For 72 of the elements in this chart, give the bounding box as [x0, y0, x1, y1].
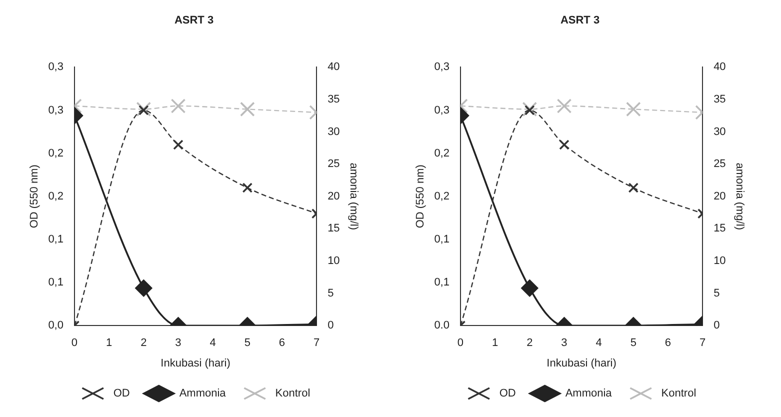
x-tick-label: 3 — [561, 337, 568, 350]
y-tick-label: 0,3 — [434, 104, 450, 116]
y2-tick-label: 30 — [714, 126, 726, 138]
y-tick-label: 0,3 — [48, 61, 64, 74]
x-tick-label: 2 — [526, 337, 533, 350]
x-axis-title: Inkubasi (hari) — [546, 357, 616, 370]
point — [136, 102, 152, 117]
y-tick-label: 0,1 — [48, 234, 64, 246]
y2-tick-label: 20 — [328, 190, 340, 202]
legend-label: Ammonia — [565, 388, 613, 400]
x-tick-label: 7 — [314, 337, 320, 350]
x-tick-label: 5 — [244, 337, 250, 350]
y-axis-title: OD (550 nm) — [28, 164, 41, 228]
x-axis-title: Inkubasi (hari) — [160, 357, 230, 370]
x-tick-label: 5 — [630, 337, 636, 350]
y2-tick-label: 15 — [328, 222, 340, 235]
y-tick-label: 0,3 — [48, 104, 64, 116]
x-tick-label: 7 — [700, 337, 706, 350]
y-tick-label: 0.0 — [434, 320, 450, 332]
legend-label: Ammonia — [179, 388, 227, 400]
point — [556, 98, 572, 114]
x-tick-label: 0 — [457, 337, 464, 350]
y2-tick-label: 0 — [328, 320, 334, 332]
point — [173, 140, 184, 150]
y2-tick-label: 25 — [714, 158, 726, 170]
y2-tick-label: 35 — [328, 94, 340, 106]
y2-tick-label: 35 — [714, 94, 726, 106]
y2-tick-label: 5 — [714, 287, 720, 300]
y2-tick-label: 15 — [714, 222, 726, 235]
chart-title: ASRT 3 — [560, 14, 600, 27]
x-tick-label: 0 — [71, 337, 78, 350]
y2-tick-label: 40 — [328, 61, 340, 74]
y2-tick-label: 30 — [328, 126, 340, 138]
point — [170, 98, 186, 114]
x-tick-label: 3 — [175, 337, 182, 350]
y-tick-label: 0,2 — [48, 147, 64, 160]
y2-tick-label: 25 — [328, 158, 340, 170]
y-axis-title: OD (550 nm) — [414, 164, 427, 228]
y2-axis-title: amonia (mg/l) — [733, 162, 746, 230]
legend-label: Kontrol — [275, 388, 310, 400]
legend-label: Kontrol — [661, 388, 696, 400]
x-tick-label: 6 — [278, 337, 286, 350]
y-tick-label: 0,1 — [434, 276, 450, 289]
legend-label: OD — [113, 388, 130, 400]
x-tick-label: 1 — [492, 337, 498, 350]
y-tick-label: 0,1 — [434, 234, 450, 246]
y2-tick-label: 10 — [328, 255, 340, 268]
x-tick-label: 4 — [210, 337, 216, 350]
point — [522, 102, 538, 117]
y2-tick-label: 5 — [328, 287, 334, 300]
x-tick-label: 4 — [596, 337, 602, 350]
y-tick-label: 0,0 — [48, 320, 64, 332]
legend-label: OD — [499, 388, 516, 400]
chart-title: ASRT 3 — [174, 14, 214, 27]
y2-tick-label: 10 — [714, 255, 726, 268]
y2-axis-title: amonia (mg/l) — [347, 162, 360, 230]
y-tick-label: 0,2 — [434, 147, 450, 160]
x-tick-label: 1 — [106, 337, 112, 350]
point — [628, 182, 639, 193]
y-tick-label: 0,2 — [434, 190, 450, 202]
y2-tick-label: 0 — [714, 320, 720, 332]
x-tick-label: 2 — [140, 337, 147, 350]
y-tick-label: 0,2 — [48, 190, 64, 202]
y-tick-label: 0,3 — [434, 61, 450, 74]
x-tick-label: 6 — [664, 337, 672, 350]
point — [524, 105, 535, 116]
point — [559, 140, 570, 150]
point — [242, 182, 253, 193]
y2-tick-label: 20 — [714, 190, 726, 202]
point — [138, 105, 149, 116]
y2-tick-label: 40 — [714, 61, 726, 74]
y-tick-label: 0,1 — [48, 276, 64, 289]
